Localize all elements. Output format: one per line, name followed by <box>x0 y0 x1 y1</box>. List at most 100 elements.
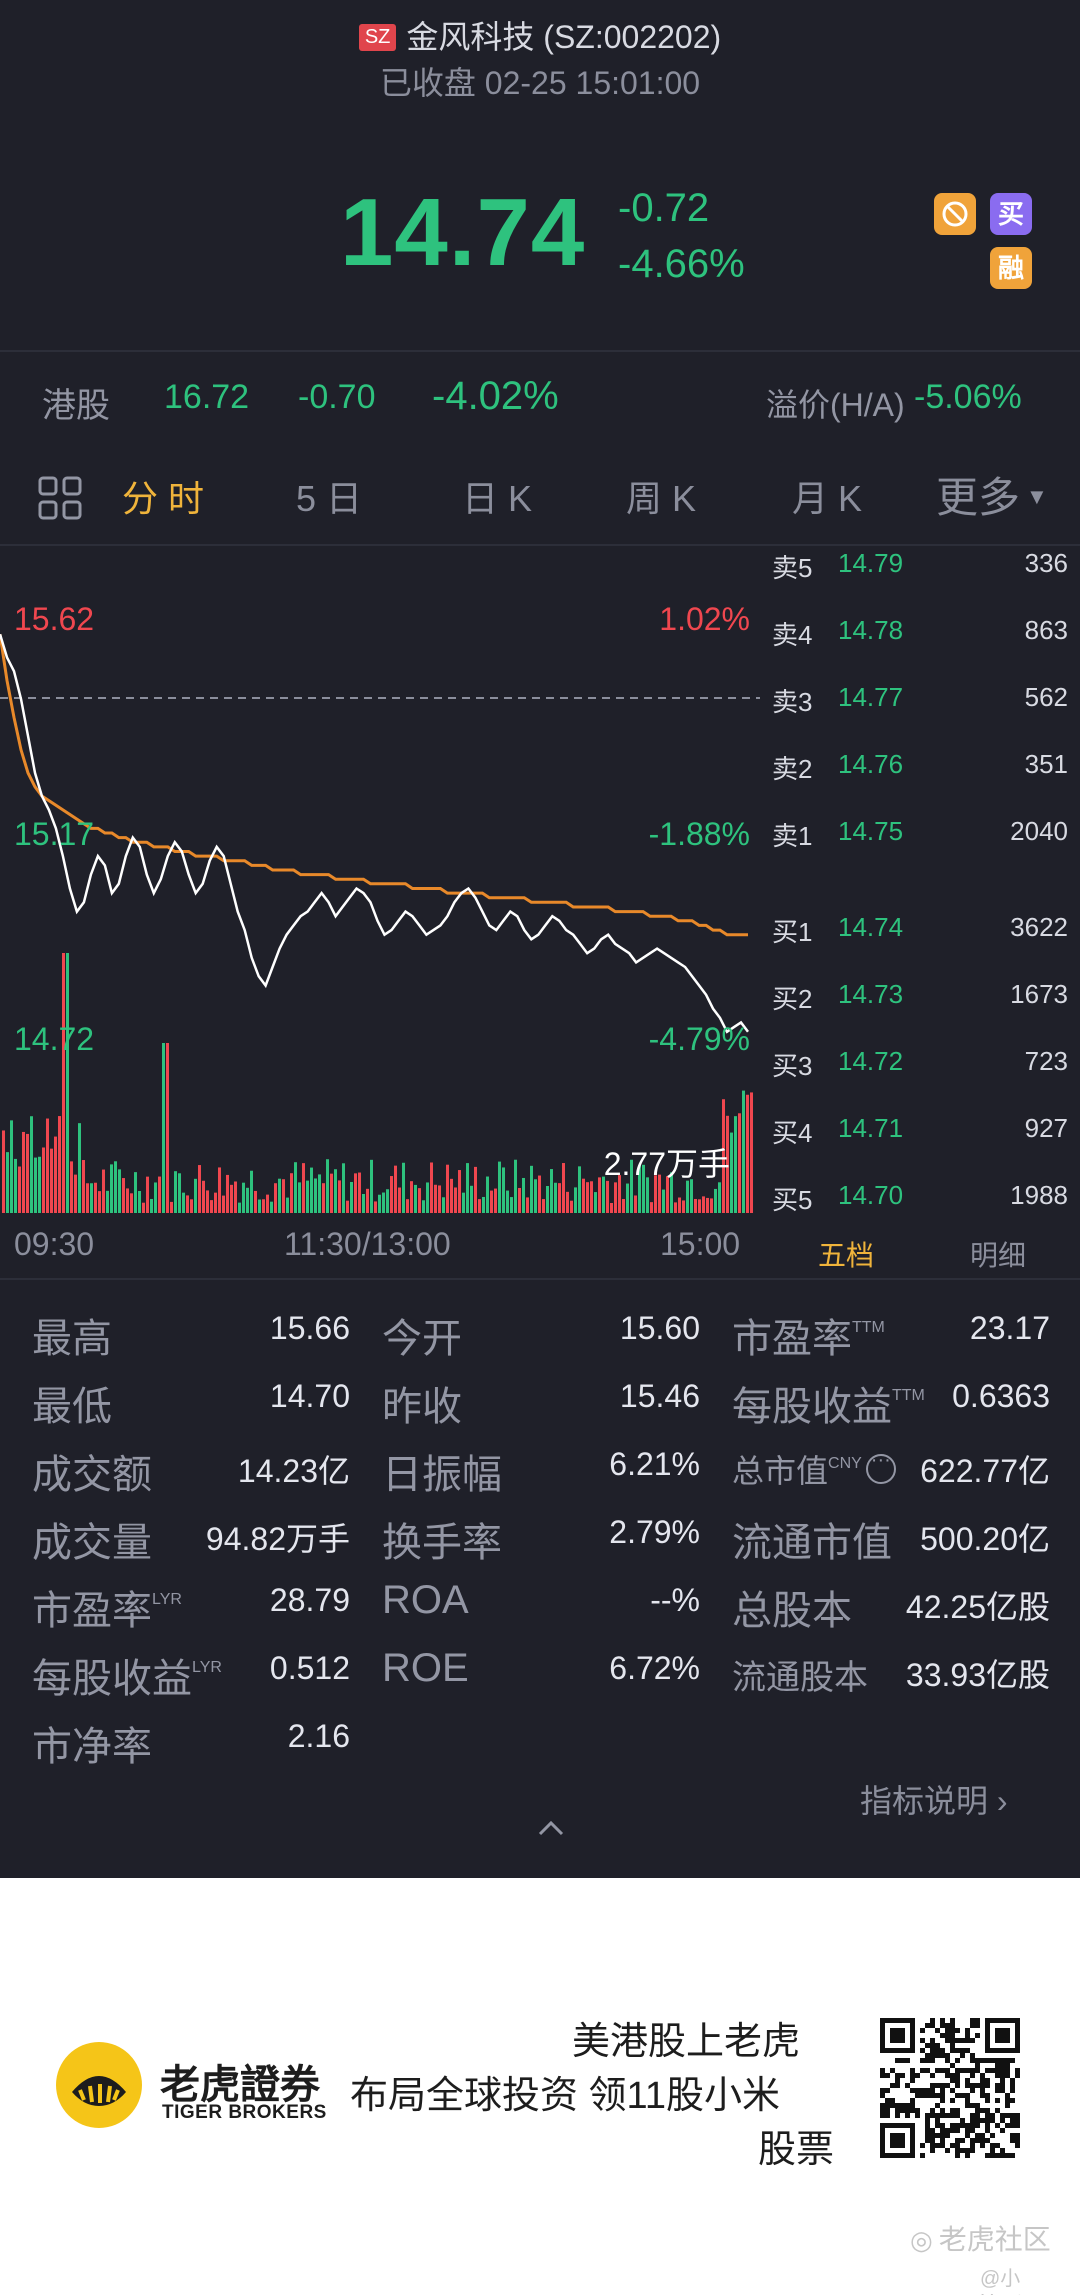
hk-quote-row[interactable]: 港股 16.72 -0.70 -4.02% 溢价(H/A) -5.06% <box>0 374 1080 428</box>
stat-pe-ttm-label: 市盈率TTM <box>732 1306 885 1364</box>
ad-brand-en: TIGER BROKERS <box>162 2102 327 2123</box>
ask-level-price: 14.75 <box>838 816 904 846</box>
volume-bar <box>734 1116 737 1213</box>
volume-bar <box>658 1174 661 1213</box>
volume-bar <box>534 1179 537 1213</box>
volume-bar <box>702 1196 705 1213</box>
volume-bar <box>2 1130 5 1213</box>
volume-bar <box>210 1200 213 1213</box>
volume-bar <box>554 1182 557 1213</box>
bid-level-row[interactable]: 买5 14.70 1988 <box>772 1180 1072 1220</box>
bid-level-row[interactable]: 买4 14.71 927 <box>772 1113 1072 1153</box>
bid-level-row[interactable]: 买3 14.72 723 <box>772 1046 1072 1086</box>
info-icon[interactable] <box>865 1449 896 1484</box>
volume-bar <box>362 1193 365 1213</box>
volume-bar <box>414 1184 417 1213</box>
volume-bar <box>442 1197 445 1213</box>
volume-bar <box>218 1167 221 1213</box>
volume-bar <box>94 1182 97 1213</box>
stat-floatshares-label: 流通股本 <box>732 1659 868 1697</box>
ask-level-label: 卖4 <box>772 620 813 650</box>
ask-level-row[interactable]: 卖5 14.79 336 <box>772 548 1072 588</box>
bid-level-row[interactable]: 买1 14.74 3622 <box>772 912 1072 952</box>
intraday-chart[interactable]: 15.62 15.17 14.72 1.02% -1.88% -4.79% 2.… <box>0 545 760 1225</box>
tab-five-levels[interactable]: 五档 <box>818 1240 875 1271</box>
volume-bar <box>518 1187 521 1213</box>
volume-bar <box>690 1179 693 1213</box>
ask-level-label: 卖5 <box>772 553 813 583</box>
stat-turnover-rate-label: 换手率 <box>382 1521 502 1565</box>
volume-bar <box>570 1200 573 1213</box>
stat-eps-ttm-sup: TTM <box>892 1387 925 1404</box>
qr-code-icon <box>880 2018 1020 2158</box>
price-change: -0.72 <box>618 186 710 230</box>
buy-badge[interactable]: 买 <box>990 193 1032 235</box>
volume-bar <box>514 1159 517 1213</box>
ask-level-row[interactable]: 卖1 14.75 2040 <box>772 816 1072 856</box>
volume-bar <box>478 1199 481 1213</box>
tab-trade-detail[interactable]: 明细 <box>970 1240 1027 1271</box>
volume-bar <box>110 1164 113 1213</box>
tab-more[interactable]: 更多 ▼ <box>936 464 1048 525</box>
volume-bar <box>526 1197 529 1213</box>
volume-bar <box>370 1159 373 1213</box>
volume-bar <box>578 1166 581 1213</box>
volume-bar <box>750 1092 753 1213</box>
premium-label: 溢价(H/A) <box>766 387 905 423</box>
volume-bar <box>550 1169 553 1213</box>
tab-intraday[interactable]: 分 时 <box>122 478 205 519</box>
no-short-icon[interactable] <box>934 193 976 235</box>
volume-bar <box>338 1180 341 1213</box>
tab-5day[interactable]: 5 日 <box>296 478 363 519</box>
volume-bar <box>698 1199 701 1213</box>
bid-level-price: 14.70 <box>838 1180 904 1210</box>
indicator-explanation-link[interactable]: 指标说明 › <box>860 1783 1008 1819</box>
tab-weekly-k[interactable]: 周 K <box>626 478 697 519</box>
stat-volume-label: 成交量 <box>32 1521 152 1565</box>
grid-icon[interactable] <box>38 476 82 520</box>
ask-level-row[interactable]: 卖3 14.77 562 <box>772 682 1072 722</box>
ask-level-vol: 562 <box>1024 682 1068 712</box>
volume-bar <box>254 1190 257 1213</box>
volume-bar <box>150 1198 153 1213</box>
volume-bar <box>714 1188 717 1213</box>
tab-monthly-k[interactable]: 月 K <box>792 478 863 519</box>
bid-level-price: 14.73 <box>838 979 904 1009</box>
volume-bar <box>618 1175 621 1213</box>
last-price: 14.74 <box>340 179 586 286</box>
volume-bar <box>314 1178 317 1213</box>
volume-bar <box>450 1178 453 1213</box>
volume-bar <box>326 1159 329 1213</box>
volume-bar <box>622 1199 625 1213</box>
volume-bar <box>634 1195 637 1213</box>
stat-mktcap-text: 总市值 <box>732 1453 829 1489</box>
tab-more-label: 更多 <box>936 474 1021 521</box>
volume-bar <box>58 1116 61 1213</box>
tab-daily-k[interactable]: 日 K <box>462 478 533 519</box>
margin-badge[interactable]: 融 <box>990 247 1032 289</box>
volume-bar <box>462 1192 465 1213</box>
volume-bar <box>574 1187 577 1213</box>
bid-level-row[interactable]: 买2 14.73 1673 <box>772 979 1072 1019</box>
bid-level-price: 14.74 <box>838 912 904 942</box>
premium-value: -5.06% <box>914 378 1022 416</box>
volume-bar <box>374 1201 377 1213</box>
volume-bar <box>130 1193 133 1213</box>
volume-bar <box>186 1195 189 1213</box>
divider <box>0 350 1080 352</box>
volume-bar <box>82 1160 85 1213</box>
volume-bar <box>446 1164 449 1213</box>
ad-brand-cn: 老虎證券 <box>160 2063 320 2107</box>
ask-level-row[interactable]: 卖2 14.76 351 <box>772 749 1072 789</box>
volume-bar <box>290 1173 293 1213</box>
volume-bar <box>102 1169 105 1213</box>
chevron-up-icon[interactable] <box>536 1818 566 1838</box>
volume-bar <box>694 1198 697 1213</box>
volume-bar <box>678 1197 681 1213</box>
ask-level-row[interactable]: 卖4 14.78 863 <box>772 615 1072 655</box>
volume-bar <box>342 1163 345 1213</box>
volume-bar <box>234 1181 237 1213</box>
stat-eps-lyr-text: 每股收益 <box>32 1657 192 1701</box>
volume-bar <box>158 1176 161 1213</box>
bid-level-vol: 1673 <box>1010 979 1068 1009</box>
